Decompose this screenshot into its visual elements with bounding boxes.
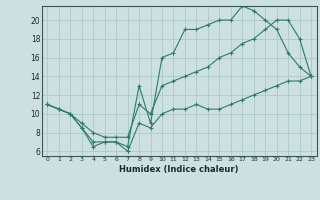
X-axis label: Humidex (Indice chaleur): Humidex (Indice chaleur) [119,165,239,174]
